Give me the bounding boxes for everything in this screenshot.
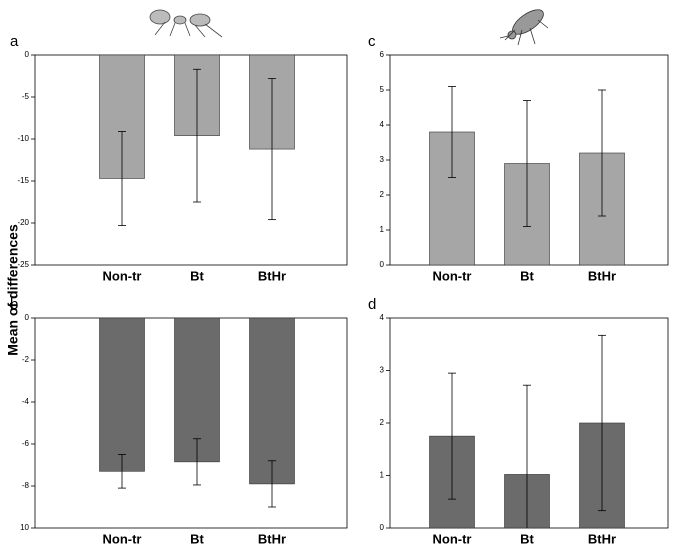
y-tick-label: 4: [380, 313, 385, 322]
y-tick-label: -15: [17, 176, 29, 185]
x-tick-label: BtHr: [258, 268, 286, 283]
y-tick-label: 4: [380, 120, 385, 129]
y-tick-label: 0: [25, 50, 30, 59]
y-tick-label: 10: [20, 523, 29, 532]
panel-label: b: [10, 296, 18, 313]
y-tick-label: 1: [380, 471, 385, 480]
y-tick-label: 0: [380, 523, 385, 532]
x-tick-label: Bt: [520, 531, 534, 546]
x-tick-label: Bt: [190, 531, 204, 546]
y-axis-label: Mean of differences: [5, 224, 21, 356]
y-tick-label: 0: [380, 260, 385, 269]
y-tick-label: -4: [22, 397, 30, 406]
y-tick-label: 5: [380, 85, 385, 94]
y-tick-label: 6: [380, 50, 385, 59]
bars: [429, 86, 625, 265]
y-tick-label: 3: [380, 366, 385, 375]
x-tick-label: Non-tr: [103, 268, 142, 283]
x-tick-label: BtHr: [258, 531, 286, 546]
y-tick-label: 3: [380, 155, 385, 164]
panel-label: d: [368, 296, 376, 313]
y-tick-label: -10: [17, 134, 29, 143]
y-tick-label: 1: [380, 225, 385, 234]
x-tick-label: Bt: [520, 268, 534, 283]
x-tick-label: Bt: [190, 268, 204, 283]
y-tick-label: -20: [17, 218, 29, 227]
x-tick-label: BtHr: [588, 268, 616, 283]
x-tick-label: Non-tr: [433, 268, 472, 283]
y-tick-label: 2: [380, 190, 385, 199]
y-tick-label: 0: [25, 313, 30, 322]
y-tick-label: -6: [22, 439, 30, 448]
bars: [429, 334, 625, 528]
panel-label: c: [368, 33, 376, 50]
y-tick-label: -5: [22, 92, 30, 101]
bars: [99, 318, 295, 508]
y-tick-label: 2: [380, 418, 385, 427]
x-tick-label: Non-tr: [433, 531, 472, 546]
bars: [99, 55, 295, 226]
panel-label: a: [10, 33, 19, 50]
bar: [99, 318, 145, 472]
ant-icon: [149, 9, 223, 38]
y-tick-label: -2: [22, 355, 30, 364]
bar: [249, 318, 295, 485]
beetle-icon: [499, 9, 549, 46]
y-tick-label: -8: [22, 481, 30, 490]
x-tick-label: BtHr: [588, 531, 616, 546]
y-tick-label: -25: [17, 260, 29, 269]
x-tick-label: Non-tr: [103, 531, 142, 546]
